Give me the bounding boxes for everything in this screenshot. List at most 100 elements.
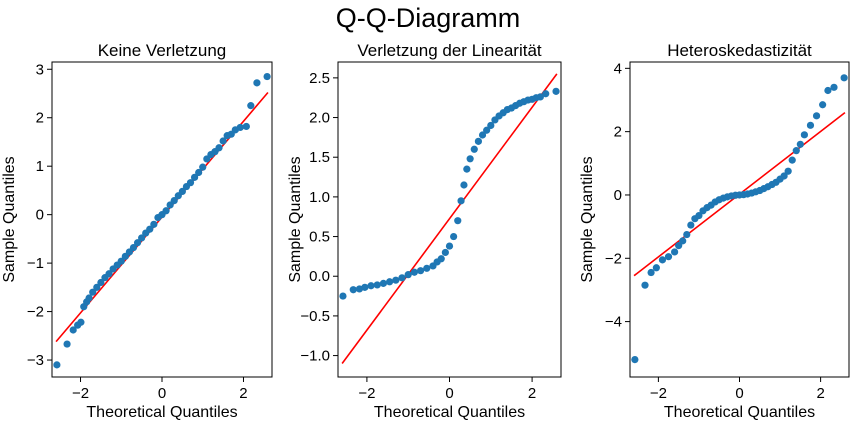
- data-point: [792, 147, 800, 155]
- data-point: [97, 278, 105, 287]
- data-point: [824, 86, 832, 95]
- y-tick-label: 0.0: [309, 268, 330, 285]
- data-point: [170, 197, 178, 205]
- reference-line: [341, 73, 558, 364]
- data-point: [641, 281, 649, 289]
- data-point: [89, 288, 97, 296]
- data-point: [463, 165, 471, 173]
- data-point: [190, 173, 199, 181]
- data-point: [788, 156, 796, 164]
- y-tick-label: −1: [27, 255, 44, 272]
- y-tick-label: 0.5: [309, 229, 330, 246]
- data-points: [53, 72, 271, 369]
- data-point: [437, 255, 445, 263]
- y-tick-label: 2: [36, 110, 44, 127]
- data-point: [542, 90, 550, 98]
- x-tick-label: 2: [239, 385, 247, 402]
- data-point: [386, 278, 394, 286]
- data-point: [631, 355, 639, 364]
- data-point: [450, 232, 458, 241]
- x-tick-label: −2: [358, 385, 375, 402]
- data-point: [247, 102, 255, 110]
- data-point: [178, 187, 186, 195]
- data-point: [150, 220, 158, 228]
- data-point: [780, 172, 788, 180]
- y-tick-label: −1.0: [300, 348, 330, 365]
- panel-title: Heteroskedastizität: [667, 41, 812, 60]
- data-point: [647, 268, 655, 277]
- x-tick-label: 2: [528, 385, 536, 402]
- data-point: [806, 121, 815, 129]
- qq-panel-verletzung-linearitaet: Verletzung der Linearität Theoretical Qu…: [287, 41, 562, 421]
- figure-title: Q-Q-Diagramm: [336, 3, 521, 33]
- data-point: [445, 242, 454, 250]
- y-axis-label: Sample Quantiles: [579, 156, 596, 282]
- qq-panel-keine-verletzung: Keine Verletzung Theoretical Quantiles S…: [1, 41, 273, 421]
- x-tick-label: −2: [650, 385, 667, 402]
- data-point: [195, 168, 203, 177]
- data-point: [105, 270, 113, 278]
- data-point: [423, 264, 431, 272]
- data-point: [242, 122, 250, 131]
- data-point: [796, 140, 804, 148]
- data-point: [93, 283, 101, 291]
- y-tick-label: 1.5: [309, 149, 330, 166]
- data-point: [470, 145, 478, 153]
- data-point: [379, 279, 388, 287]
- data-point: [487, 121, 495, 130]
- y-tick-label: 0: [614, 187, 622, 204]
- data-point: [236, 123, 244, 132]
- y-tick-label: 1: [36, 158, 44, 175]
- x-tick-label: 0: [735, 385, 743, 402]
- data-point: [215, 144, 223, 152]
- data-point: [466, 155, 474, 163]
- data-point: [392, 276, 400, 284]
- y-tick-label: 1.0: [309, 189, 330, 206]
- y-tick-label: 2.0: [309, 110, 330, 127]
- data-point: [840, 74, 848, 82]
- y-tick-label: −4: [605, 314, 622, 331]
- data-point: [474, 137, 483, 145]
- y-tick-label: −2: [27, 304, 44, 321]
- x-tick-label: 0: [158, 385, 166, 402]
- data-point: [373, 281, 381, 289]
- data-point: [146, 225, 154, 233]
- x-axis-label: Theoretical Quantiles: [374, 404, 525, 421]
- data-point: [819, 101, 827, 109]
- x-axis-label: Theoretical Quantiles: [86, 404, 237, 421]
- data-point: [483, 126, 491, 134]
- data-point: [117, 257, 125, 265]
- panel-title: Verletzung der Linearität: [357, 41, 542, 60]
- data-point: [85, 294, 93, 302]
- data-point: [138, 234, 146, 242]
- data-point: [398, 274, 406, 282]
- data-point: [253, 79, 261, 87]
- x-tick-label: −2: [72, 385, 89, 402]
- data-point: [460, 181, 468, 189]
- y-tick-label: −3: [27, 352, 44, 369]
- data-point: [800, 131, 808, 139]
- data-point: [410, 268, 418, 276]
- data-point: [784, 167, 792, 175]
- x-tick-label: 2: [816, 385, 824, 402]
- axes-frame: [51, 61, 273, 378]
- y-tick-label: 0: [36, 207, 44, 224]
- data-point: [652, 264, 660, 272]
- axes-frame: [629, 61, 850, 378]
- data-point: [683, 230, 691, 239]
- data-point: [361, 283, 369, 291]
- data-point: [69, 326, 77, 334]
- data-point: [416, 267, 425, 275]
- data-point: [675, 242, 683, 250]
- data-point: [162, 207, 170, 215]
- data-point: [664, 253, 673, 261]
- data-points: [631, 74, 848, 364]
- data-point: [367, 282, 375, 290]
- y-axis-label: Sample Quantiles: [287, 156, 304, 282]
- data-point: [679, 237, 687, 245]
- data-point: [349, 286, 357, 294]
- y-tick-label: −2: [605, 250, 622, 267]
- data-point: [129, 244, 138, 252]
- data-point: [77, 318, 85, 326]
